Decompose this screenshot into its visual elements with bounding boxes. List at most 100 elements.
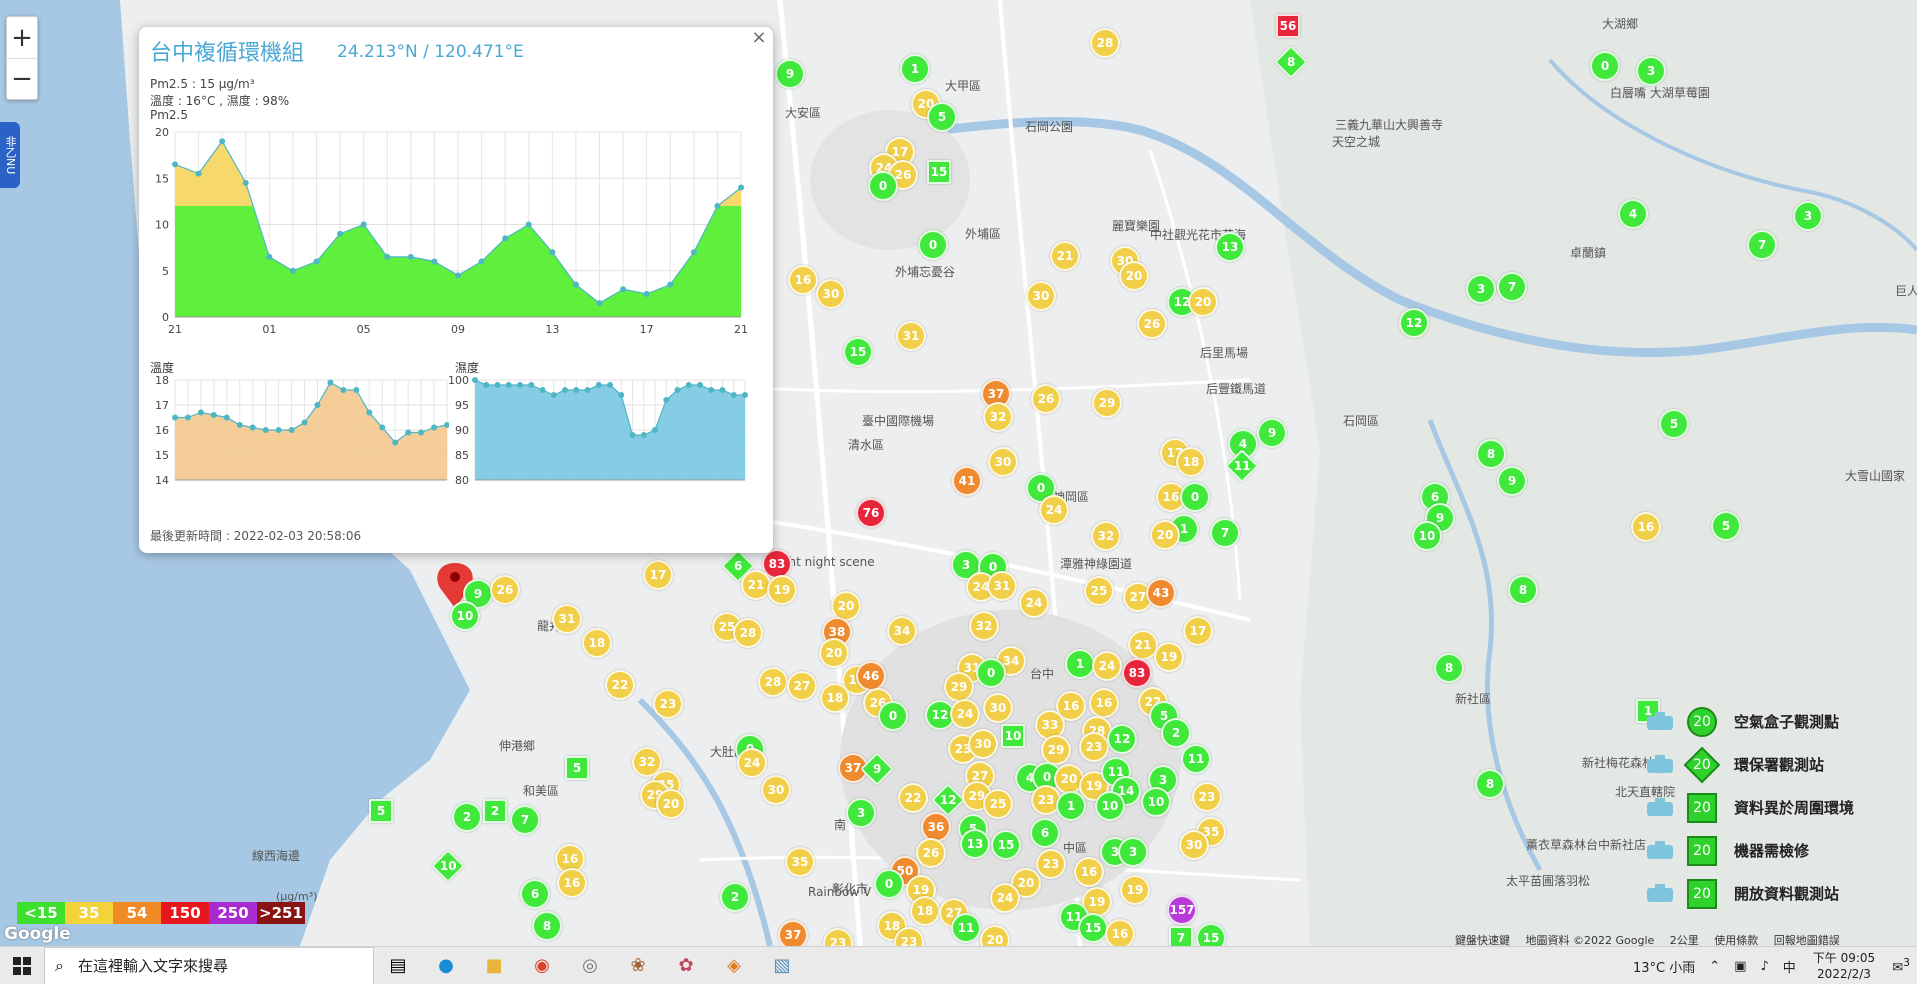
station-marker[interactable]: 16 (557, 868, 587, 898)
station-marker[interactable]: 20 (1119, 261, 1149, 291)
station-marker[interactable]: 18 (877, 911, 907, 941)
station-marker[interactable]: 1 (1065, 649, 1095, 679)
station-marker[interactable]: 20 (1150, 520, 1180, 550)
station-marker[interactable]: 5 (1659, 409, 1689, 439)
station-marker[interactable]: 7 (1169, 926, 1193, 946)
station-marker[interactable]: 37 (778, 920, 808, 946)
station-marker[interactable]: 8 (1475, 769, 1505, 799)
station-marker[interactable]: 23 (894, 927, 924, 946)
station-marker[interactable]: 2 (452, 802, 482, 832)
station-marker[interactable]: 30 (983, 693, 1013, 723)
station-marker[interactable]: 20 (1011, 868, 1041, 898)
station-marker[interactable]: 3 (1636, 56, 1666, 86)
station-marker[interactable]: 15 (927, 160, 951, 184)
side-panel-tab[interactable]: 非乙NU (0, 122, 20, 188)
station-marker[interactable]: 83 (1122, 658, 1152, 688)
station-marker[interactable]: 10 (1141, 787, 1171, 817)
station-marker[interactable]: 2 (1161, 718, 1191, 748)
station-marker[interactable]: 8 (1434, 653, 1464, 683)
station-marker[interactable]: 43 (1146, 578, 1176, 608)
station-marker[interactable]: 8 (1508, 575, 1538, 605)
station-marker[interactable]: 0 (976, 658, 1006, 688)
station-marker[interactable]: 12 (1399, 308, 1429, 338)
station-marker[interactable]: 23 (1079, 732, 1109, 762)
station-marker[interactable]: 18 (820, 683, 850, 713)
station-marker[interactable]: 18 (582, 628, 612, 658)
weather-widget[interactable]: 13°C 小雨 (1633, 960, 1696, 976)
clock[interactable]: 下午 09:05 2022/2/3 (1813, 950, 1875, 982)
app-icon-3[interactable]: ✿ (678, 955, 694, 976)
station-marker[interactable]: 41 (952, 466, 982, 496)
station-marker[interactable]: 23 (653, 689, 683, 719)
station-marker[interactable]: 11 (951, 913, 981, 943)
station-marker[interactable]: 0 (1590, 51, 1620, 81)
station-marker[interactable]: 3 (1118, 837, 1148, 867)
station-marker[interactable]: 3 (846, 798, 876, 828)
station-marker[interactable]: 23 (1036, 849, 1066, 879)
station-marker[interactable]: 5 (1711, 511, 1741, 541)
station-marker[interactable]: 11 (1181, 744, 1211, 774)
station-marker[interactable]: 20 (656, 789, 686, 819)
app-icon-2[interactable]: ❀ (630, 955, 646, 976)
chevron-up-icon[interactable]: ⌃ (1709, 958, 1721, 974)
station-marker[interactable]: 26 (916, 838, 946, 868)
station-marker[interactable]: 9 (1257, 418, 1287, 448)
station-marker[interactable]: 23 (1192, 782, 1222, 812)
station-marker[interactable]: 46 (856, 661, 886, 691)
station-marker[interactable]: 7 (1747, 230, 1777, 260)
app-icon-4[interactable]: ◈ (727, 955, 741, 976)
station-marker[interactable]: 24 (737, 748, 767, 778)
station-marker[interactable]: 6 (520, 879, 550, 909)
station-marker[interactable]: 5 (927, 102, 957, 132)
report-error-link[interactable]: 回報地圖錯誤 (1773, 934, 1840, 947)
station-marker[interactable]: 21 (1128, 630, 1158, 660)
file-explorer-icon[interactable]: ■ (485, 955, 503, 976)
chrome-icon[interactable]: ◉ (534, 955, 550, 976)
station-marker[interactable]: 19 (1120, 875, 1150, 905)
close-popup-button[interactable]: × (751, 27, 767, 48)
station-marker[interactable]: 16 (1089, 688, 1119, 718)
station-marker[interactable]: 9 (775, 59, 805, 89)
zoom-out-button[interactable]: − (7, 58, 37, 99)
station-marker[interactable]: 13 (1215, 232, 1245, 262)
map-area[interactable]: 大甲區 大安區 石岡公園 三義九華山大興善寺 天空之城 外埔區 麗寶樂園 中社觀光花市花海 卓蘭… (0, 0, 1917, 946)
station-marker[interactable]: 0 (874, 869, 904, 899)
station-marker[interactable]: 7 (510, 805, 540, 835)
station-marker[interactable]: 56 (1276, 14, 1300, 38)
station-marker[interactable]: 36 (921, 812, 951, 842)
station-marker[interactable]: 16 (1074, 857, 1104, 887)
app-icon-5[interactable]: ▧ (773, 955, 791, 976)
station-marker[interactable]: 16 (1631, 512, 1661, 542)
station-marker[interactable]: 10 (450, 601, 480, 631)
station-marker[interactable]: 20 (819, 638, 849, 668)
zoom-in-button[interactable]: + (11, 22, 33, 53)
station-marker[interactable]: 15 (1196, 923, 1226, 946)
station-marker[interactable]: 9 (1497, 466, 1527, 496)
station-marker[interactable]: 28 (758, 667, 788, 697)
station-marker[interactable]: 32 (969, 611, 999, 641)
station-marker[interactable]: 76 (856, 498, 886, 528)
station-marker[interactable]: 18 (1176, 447, 1206, 477)
station-marker[interactable]: 29 (1092, 388, 1122, 418)
station-marker[interactable]: 30 (968, 729, 998, 759)
station-marker[interactable]: 1 (1056, 791, 1086, 821)
station-marker[interactable]: 10 (1412, 521, 1442, 551)
station-marker[interactable]: 8 (532, 911, 562, 941)
station-marker[interactable]: 8 (1476, 439, 1506, 469)
start-button[interactable] (0, 947, 44, 984)
station-marker[interactable]: 17 (643, 560, 673, 590)
station-marker[interactable]: 18 (910, 896, 940, 926)
station-marker[interactable]: 21 (1050, 241, 1080, 271)
station-marker[interactable]: 0 (1180, 482, 1210, 512)
station-marker[interactable]: 24 (1092, 651, 1122, 681)
station-marker[interactable]: 22 (898, 783, 928, 813)
station-marker[interactable]: 29 (1041, 735, 1071, 765)
station-marker[interactable]: 10 (1095, 791, 1125, 821)
station-marker[interactable]: 24 (950, 699, 980, 729)
station-marker[interactable]: 28 (733, 618, 763, 648)
station-marker[interactable]: 21 (741, 570, 771, 600)
keyboard-shortcuts-link[interactable]: 鍵盤快速鍵 (1455, 934, 1510, 947)
station-marker[interactable]: 30 (988, 447, 1018, 477)
station-marker[interactable]: 30 (1026, 281, 1056, 311)
station-marker[interactable]: 17 (1183, 616, 1213, 646)
